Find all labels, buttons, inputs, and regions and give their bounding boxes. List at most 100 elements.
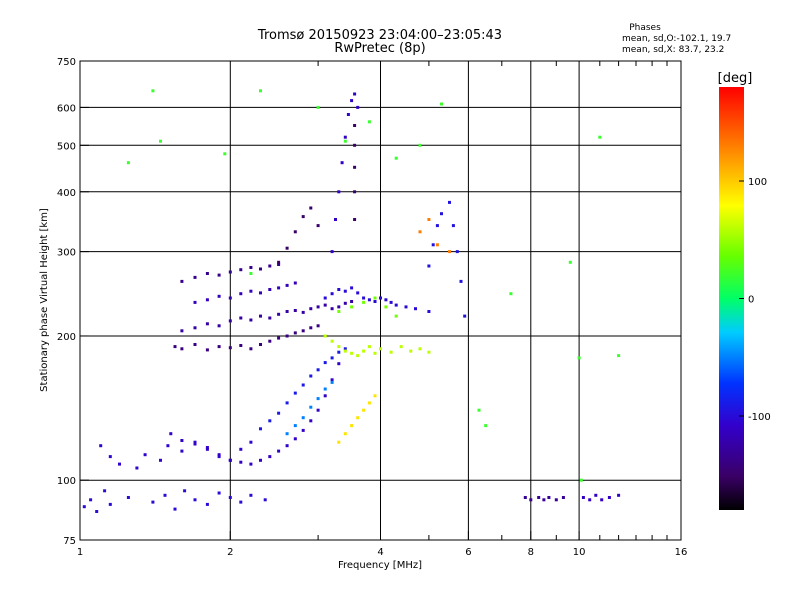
data-point: [477, 408, 481, 412]
data-point: [337, 350, 341, 354]
data-point: [427, 310, 431, 313]
data-point: [617, 493, 621, 497]
data-point: [228, 319, 232, 323]
data-point: [379, 296, 382, 300]
data-point: [323, 334, 327, 338]
data-point: [217, 345, 221, 349]
data-point: [293, 437, 297, 441]
data-point: [223, 152, 227, 156]
data-point: [594, 493, 598, 497]
data-point: [309, 374, 313, 378]
y-tick-label: 300: [57, 248, 76, 259]
data-point: [217, 273, 221, 277]
data-point: [301, 215, 305, 219]
data-point: [205, 298, 209, 302]
data-point: [316, 368, 320, 372]
data-point: [448, 200, 451, 204]
data-point: [367, 401, 371, 405]
data-point: [337, 310, 341, 313]
data-point: [239, 460, 243, 464]
data-point: [362, 408, 366, 412]
data-point: [277, 449, 281, 453]
data-point: [268, 455, 272, 459]
data-point: [89, 498, 93, 502]
data-point: [353, 190, 357, 194]
data-point: [334, 218, 337, 221]
data-point: [356, 354, 360, 358]
data-point: [239, 292, 243, 296]
data-point: [193, 442, 197, 446]
data-point: [205, 272, 209, 275]
data-point: [330, 307, 334, 311]
colorbar-tick-label: 0: [748, 295, 754, 306]
x-tick-label: 8: [528, 547, 534, 558]
data-point: [239, 344, 243, 347]
data-point: [268, 288, 272, 291]
data-point: [193, 275, 197, 279]
data-point: [394, 314, 398, 318]
data-point: [356, 105, 360, 109]
y-tick-label: 500: [57, 141, 76, 152]
data-point: [239, 268, 243, 272]
data-point: [399, 345, 403, 349]
data-point: [367, 120, 371, 124]
data-point: [217, 294, 221, 298]
data-point: [362, 349, 366, 353]
y-tick-label: 750: [57, 57, 76, 68]
data-point: [542, 498, 546, 502]
data-point: [384, 305, 388, 309]
data-point: [440, 102, 443, 106]
data-point: [384, 298, 388, 302]
data-point: [277, 312, 281, 316]
data-point: [362, 296, 366, 300]
data-point: [316, 397, 320, 401]
data-point: [427, 350, 431, 354]
data-point: [431, 243, 435, 247]
data-point: [183, 489, 187, 493]
data-point: [427, 264, 431, 268]
data-point: [285, 246, 289, 250]
data-point: [343, 347, 347, 351]
data-point: [389, 300, 393, 304]
x-tick-label: 2: [227, 547, 233, 558]
colorbar-tick-label: 100: [748, 177, 767, 188]
data-point: [293, 424, 297, 428]
data-point: [337, 305, 341, 309]
data-point: [353, 143, 357, 147]
data-point: [537, 496, 541, 499]
data-point: [293, 391, 297, 395]
data-point: [598, 135, 602, 139]
data-point: [367, 345, 371, 349]
data-point: [249, 462, 253, 466]
x-tick-label: 16: [675, 547, 688, 558]
data-point: [337, 288, 341, 291]
data-point: [239, 447, 243, 451]
data-point: [217, 453, 221, 457]
data-point: [301, 329, 305, 333]
data-point: [249, 266, 253, 269]
data-point: [108, 502, 112, 506]
data-point: [350, 286, 354, 290]
data-point: [448, 250, 451, 254]
data-point: [340, 161, 344, 165]
data-point: [173, 507, 177, 511]
data-point: [228, 458, 232, 462]
data-point: [330, 339, 334, 343]
y-tick-label: 75: [63, 536, 76, 547]
data-point: [277, 286, 281, 290]
data-point: [259, 427, 262, 431]
data-point: [579, 478, 583, 482]
data-point: [427, 218, 431, 221]
data-point: [205, 348, 209, 352]
data-point: [350, 351, 354, 355]
data-point: [484, 424, 488, 428]
data-point: [205, 446, 209, 449]
stats-heading: Phases: [629, 23, 661, 33]
data-point: [343, 432, 347, 436]
data-point: [159, 458, 162, 462]
data-point: [356, 416, 360, 420]
data-point: [193, 326, 197, 330]
data-point: [451, 224, 455, 228]
data-point: [249, 318, 253, 322]
x-tick-label: 6: [465, 547, 471, 558]
